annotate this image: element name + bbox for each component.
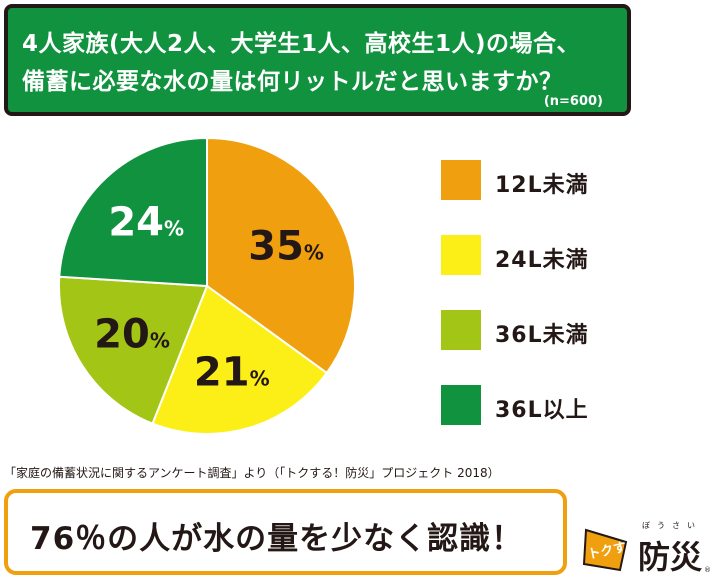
logo-badge-icon	[582, 528, 628, 572]
pie-slice	[151, 284, 329, 435]
slice-value-label: 21%	[194, 349, 270, 395]
logo-main-text: 防災	[638, 538, 703, 576]
callout-box: 76％の人が水の量を少なく認識！	[4, 489, 567, 575]
legend-label: 12L未満	[495, 173, 589, 198]
slice-value-label: 24%	[108, 199, 184, 245]
legend-swatch	[441, 160, 481, 200]
legend-label: 36L未満	[495, 323, 589, 348]
slice-value-label: 35%	[248, 224, 324, 270]
legend-label: 24L未満	[495, 248, 589, 273]
sample-size: (n=600)	[543, 94, 603, 109]
question-header: 4人家族(大人2人、大学生1人、高校生1人)の場合、 備蓄に必要な水の量は何リッ…	[4, 4, 631, 116]
legend-swatch	[441, 385, 481, 425]
legend-label: 36L以上	[495, 398, 589, 423]
slice-value-label: 20%	[94, 312, 170, 358]
question-line-1: 4人家族(大人2人、大学生1人、高校生1人)の場合、	[22, 31, 581, 57]
pie-slice	[206, 136, 356, 375]
pie-slice	[58, 275, 209, 425]
source-note: 「家庭の備蓄状況に関するアンケート調査」より（「トクする！防災」プロジェクト 2…	[4, 466, 500, 480]
tokusuru-bousai-logo: トクする! ぼうさい 防災 ®	[580, 520, 711, 578]
question-line-2: 備蓄に必要な水の量は何リットルだと思いますか？	[22, 69, 563, 95]
logo-ruby: ぼうさい	[642, 521, 702, 530]
callout-text: 76％の人が水の量を少なく認識！	[30, 521, 524, 557]
logo-registered-mark: ®	[704, 566, 711, 574]
legend-swatch	[441, 235, 481, 275]
pie-slice	[58, 136, 208, 288]
legend-swatch	[441, 310, 481, 350]
